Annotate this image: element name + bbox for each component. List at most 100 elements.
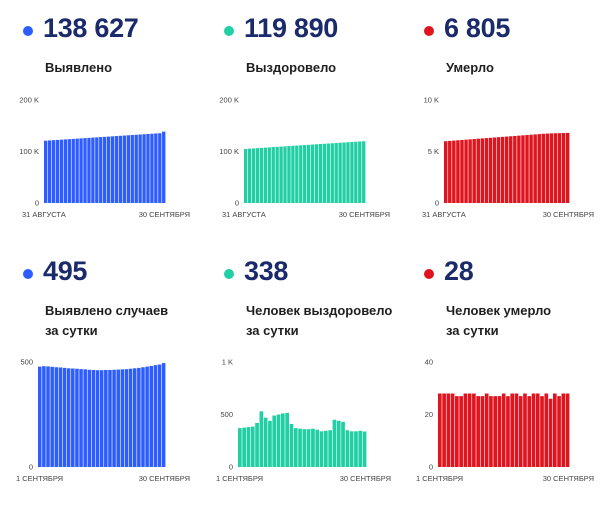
bar: [91, 369, 96, 467]
bar: [535, 393, 540, 467]
bar: [332, 419, 337, 467]
bar: [324, 430, 328, 467]
bar: [525, 135, 529, 203]
bar: [544, 393, 549, 467]
label-line: за сутки: [45, 323, 98, 338]
bar: [58, 367, 63, 467]
bar: [346, 142, 350, 203]
bar: [238, 428, 242, 467]
bar: [67, 139, 71, 203]
bar: [488, 137, 493, 203]
bar: [87, 369, 92, 467]
bar: [87, 137, 91, 203]
deaths-total-chart: 10 K 5 K 0 31 АВГУСТА 30 СЕНТЯБРЯ: [422, 96, 594, 220]
bar: [157, 364, 162, 467]
y-tick-label: 20: [425, 410, 433, 419]
bar: [295, 145, 299, 203]
bar: [114, 136, 119, 203]
bar: [459, 396, 463, 468]
bar: [251, 148, 256, 203]
x-start-label: 31 АВГУСТА: [222, 210, 266, 219]
bar: [341, 421, 345, 467]
bar: [319, 431, 324, 467]
bar: [500, 136, 505, 203]
deaths-total-value: 6 805: [444, 13, 511, 43]
bar: [158, 133, 162, 203]
bar: [349, 431, 354, 467]
bar: [124, 369, 129, 467]
bar: [540, 396, 544, 468]
bar: [306, 429, 311, 467]
bar: [480, 396, 485, 468]
bar: [298, 428, 302, 467]
bar: [314, 144, 319, 203]
bar: [116, 369, 120, 467]
bar: [354, 431, 358, 467]
label-line: Выздоровело: [246, 60, 337, 75]
bar: [446, 393, 451, 467]
bar: [110, 136, 115, 203]
bar: [83, 369, 87, 467]
x-start-label: 1 СЕНТЯБРЯ: [16, 474, 63, 483]
bar: [275, 146, 279, 203]
bar: [527, 396, 532, 468]
bar: [138, 134, 142, 203]
bar: [336, 420, 341, 467]
bar: [162, 131, 166, 203]
bar: [128, 368, 133, 467]
bar: [66, 368, 71, 467]
bar: [504, 136, 509, 203]
bar: [338, 142, 342, 203]
x-start-label: 1 СЕНТЯБРЯ: [216, 474, 263, 483]
bar: [438, 393, 442, 467]
bar: [299, 145, 303, 203]
bar: [484, 393, 489, 467]
bar: [271, 147, 275, 203]
bar: [276, 414, 281, 467]
bar: [75, 368, 79, 467]
bar: [545, 133, 550, 203]
bar: [455, 396, 459, 468]
bar: [456, 140, 460, 203]
cases-total-value: 138 627: [43, 13, 139, 43]
bar: [242, 427, 246, 468]
bar: [246, 427, 251, 467]
bar: [263, 417, 268, 467]
bar: [548, 398, 553, 467]
bar: [514, 393, 519, 467]
cases-total-label: Выявлено: [45, 58, 112, 78]
bar: [71, 368, 75, 467]
blue-dot-icon: [23, 269, 33, 279]
bar: [496, 137, 501, 203]
bar: [142, 134, 146, 203]
green-dot-icon: [224, 269, 234, 279]
bar: [452, 140, 456, 203]
y-tick-label: 1 K: [222, 358, 233, 367]
deaths-daily-chart: 40 20 0 1 СЕНТЯБРЯ 30 СЕНТЯБРЯ: [416, 358, 594, 484]
bar: [112, 369, 116, 467]
bar: [517, 135, 521, 203]
x-start-label: 1 СЕНТЯБРЯ: [416, 474, 463, 483]
bar: [259, 411, 264, 467]
bar: [523, 393, 527, 467]
cases-daily-value: 495: [43, 256, 88, 286]
bar: [334, 143, 338, 203]
label-line: Человек умерло: [446, 303, 552, 318]
deaths-daily-value: 28: [444, 256, 474, 286]
recovered-daily-value: 338: [244, 256, 289, 286]
bar: [552, 393, 557, 467]
bar: [153, 365, 158, 467]
bar: [134, 134, 138, 203]
bar: [267, 147, 271, 203]
bar: [255, 422, 259, 467]
bar: [529, 134, 533, 203]
bar: [549, 133, 554, 203]
bar: [59, 139, 64, 203]
bar: [247, 148, 252, 203]
bar: [137, 367, 141, 467]
y-tick-label: 0: [29, 463, 33, 472]
bar: [145, 366, 149, 467]
bar: [531, 393, 536, 467]
bar: [79, 138, 83, 203]
bar: [141, 367, 145, 467]
